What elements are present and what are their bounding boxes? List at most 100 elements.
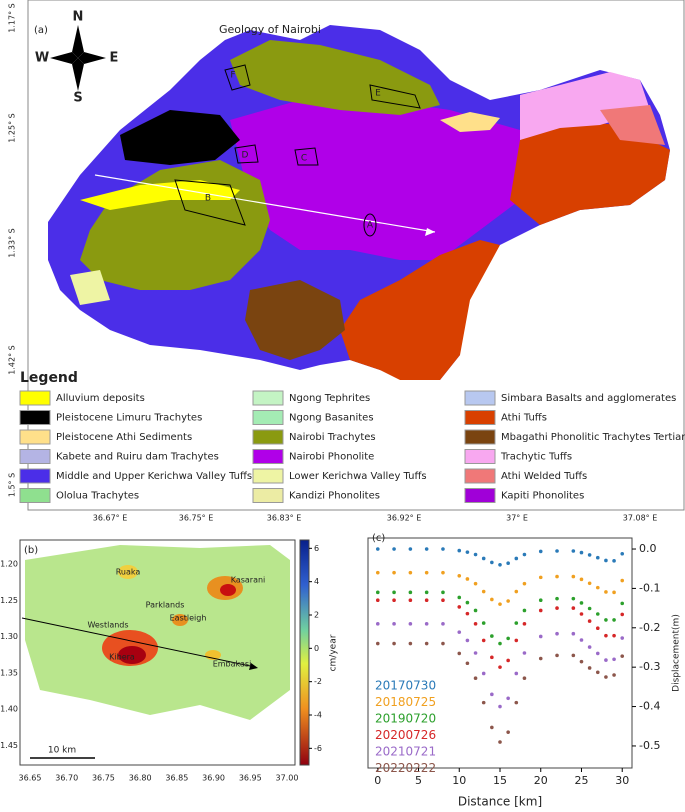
data-point bbox=[375, 547, 380, 551]
colorbar-tick-label: -4 bbox=[314, 711, 322, 720]
y-tick-label: -0.2 bbox=[639, 621, 660, 634]
kasarani-core bbox=[220, 584, 236, 596]
data-point bbox=[595, 670, 600, 675]
data-point bbox=[498, 562, 502, 567]
data-point bbox=[473, 581, 478, 586]
data-point bbox=[555, 653, 559, 658]
colorbar-label: cm/year bbox=[329, 634, 339, 671]
data-point bbox=[408, 622, 413, 626]
data-point bbox=[587, 666, 592, 670]
velocity-field bbox=[25, 545, 290, 720]
x-tick-label: 36.65 bbox=[19, 774, 42, 783]
data-point bbox=[408, 570, 413, 575]
data-point bbox=[571, 653, 576, 658]
lon-label: 37° E bbox=[506, 514, 528, 523]
legend-label: Kapiti Phonolites bbox=[501, 491, 584, 502]
data-point bbox=[587, 553, 592, 557]
data-point bbox=[465, 661, 470, 666]
data-point bbox=[465, 550, 470, 554]
data-point bbox=[506, 730, 510, 734]
legend-swatch bbox=[252, 410, 284, 425]
data-point bbox=[408, 590, 413, 595]
plot-c-frame bbox=[367, 537, 633, 769]
data-point bbox=[620, 601, 625, 606]
data-point bbox=[579, 601, 584, 605]
data-point bbox=[579, 577, 584, 582]
legend-label: Ngong Basanites bbox=[289, 413, 374, 424]
x-tick-label: 36.80 bbox=[129, 774, 152, 783]
legend-swatch bbox=[19, 488, 51, 503]
place-label: Kasarani bbox=[231, 576, 266, 585]
colorbar-tick-label: 4 bbox=[314, 577, 319, 586]
data-point bbox=[457, 595, 462, 600]
profile-arrow bbox=[425, 228, 435, 236]
data-point bbox=[604, 618, 608, 622]
data-point bbox=[571, 596, 576, 601]
x-tick-label: 36.90 bbox=[202, 774, 225, 783]
data-point bbox=[579, 659, 584, 664]
place-label: Westlands bbox=[87, 621, 128, 630]
data-point bbox=[498, 602, 502, 606]
data-point bbox=[441, 590, 445, 595]
data-point bbox=[465, 577, 470, 581]
data-point bbox=[481, 638, 486, 643]
data-point bbox=[522, 651, 527, 655]
compass-s bbox=[72, 58, 84, 91]
compass-n-label: N bbox=[73, 10, 84, 25]
data-point bbox=[587, 619, 592, 623]
legend-label: 20210721 bbox=[375, 745, 436, 759]
x-tick-label: 36.95 bbox=[239, 774, 262, 783]
data-point bbox=[465, 600, 470, 605]
welded-tuffs bbox=[600, 105, 665, 145]
colorbar-tick-label: 6 bbox=[314, 544, 319, 553]
data-point bbox=[571, 631, 576, 636]
data-point bbox=[612, 590, 616, 595]
data-point bbox=[375, 598, 380, 603]
box-a bbox=[363, 213, 377, 237]
data-point bbox=[465, 638, 470, 643]
data-point bbox=[481, 700, 486, 705]
data-point bbox=[375, 570, 380, 575]
data-point bbox=[595, 651, 600, 656]
data-point bbox=[555, 596, 559, 601]
legend-label: Alluvium deposits bbox=[56, 393, 145, 404]
legend-label: Nairobi Trachytes bbox=[289, 432, 376, 443]
y-tick-label: -0.1 bbox=[639, 581, 660, 594]
data-point bbox=[490, 597, 494, 602]
data-point bbox=[604, 590, 608, 594]
data-point bbox=[498, 740, 502, 744]
legend-swatch bbox=[252, 468, 284, 484]
data-point bbox=[473, 676, 478, 681]
data-point bbox=[538, 634, 543, 639]
lat-label: 1.5° S bbox=[8, 473, 17, 497]
panel-label-a: (a) bbox=[34, 25, 48, 36]
colorbar-tick-label: -2 bbox=[314, 677, 322, 686]
data-point bbox=[514, 621, 519, 625]
scale-bar-label: 10 km bbox=[48, 746, 76, 756]
data-point bbox=[538, 598, 543, 603]
data-point bbox=[604, 633, 608, 638]
data-point bbox=[473, 622, 478, 626]
legend-swatch bbox=[252, 488, 284, 503]
data-point bbox=[506, 696, 510, 701]
data-point bbox=[392, 547, 396, 551]
data-point bbox=[604, 558, 608, 563]
data-point bbox=[555, 606, 559, 610]
data-point bbox=[506, 636, 510, 641]
map-title: Geology of Nairobi bbox=[219, 23, 321, 36]
x-tick-label: 5 bbox=[415, 774, 422, 787]
data-point bbox=[587, 581, 592, 586]
data-point bbox=[555, 574, 559, 579]
legend-label: Nairobi Phonolite bbox=[289, 452, 374, 463]
box-label: B bbox=[205, 194, 211, 204]
legend-swatch bbox=[464, 449, 496, 464]
data-point bbox=[555, 549, 559, 553]
box-b bbox=[174, 179, 246, 226]
eastleigh-blob bbox=[172, 614, 188, 626]
data-point bbox=[538, 575, 543, 580]
data-point bbox=[490, 634, 494, 638]
trachytic-tuffs bbox=[520, 72, 650, 140]
data-point bbox=[612, 657, 616, 662]
